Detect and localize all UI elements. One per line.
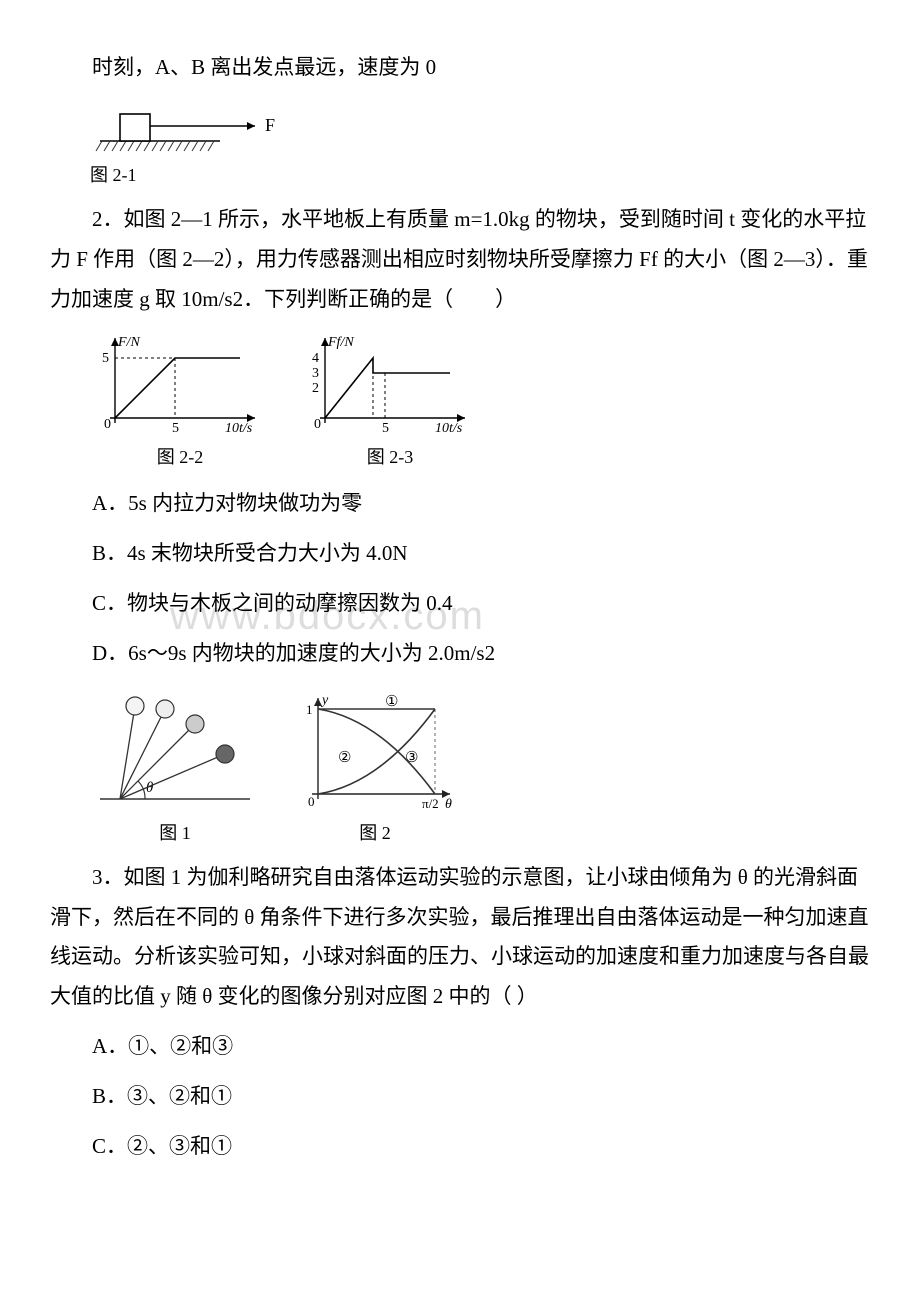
figq32-c2: ②	[338, 750, 351, 766]
figq32-xlabel: θ	[445, 797, 452, 812]
figq32-caption: 图 2	[359, 816, 391, 850]
q2-text: 2．如图 2—1 所示，水平地板上有质量 m=1.0kg 的物块，受到随时间 t…	[50, 200, 870, 320]
q2-optA: A．5s 内拉力对物块做功为零	[50, 484, 870, 524]
fig22-ylabel: F/N	[117, 335, 140, 350]
fig22-caption: 图 2-2	[157, 440, 204, 474]
fig23-xlabel: 10t/s	[435, 421, 463, 436]
fig-row-q3: θ 图 1	[90, 684, 870, 850]
fig22-svg: F/N 5 5 10t/s 0	[90, 328, 270, 438]
fig21-F-label: F	[265, 115, 275, 135]
figq31-caption: 图 1	[159, 816, 191, 850]
fig21-caption: 图 2-1	[90, 158, 137, 192]
fig23-xtick5: 5	[382, 421, 389, 436]
figq32-c1: ①	[385, 694, 398, 710]
figq31-svg: θ	[90, 684, 260, 814]
figure-q3-2: y 1 0 π/2 θ ① ② ③ 图 2	[290, 684, 460, 850]
q3-optB: B．③、②和①	[50, 1077, 870, 1117]
figure-2-3: Ff/N 4 3 2 5 10t/s 0 图 2-3	[300, 328, 480, 474]
figq32-svg: y 1 0 π/2 θ ① ② ③	[290, 684, 460, 814]
q2-optD: D．6s～9s 内物块的加速度的大小为 2.0m/s2	[50, 634, 870, 674]
fig23-ytick3: 3	[312, 366, 319, 381]
q2-optB: B．4s 末物块所受合力大小为 4.0N	[50, 534, 870, 574]
fig22-ytick5: 5	[102, 351, 109, 366]
fig22-xtick5: 5	[172, 421, 179, 436]
figq32-ylabel: y	[320, 693, 329, 708]
figq32-c3: ③	[405, 750, 418, 766]
fig21-svg: F	[90, 96, 290, 156]
fig23-ylabel: Ff/N	[327, 335, 354, 350]
q2-optC: C．物块与木板之间的动摩擦因数为 0.4	[50, 584, 870, 624]
figq32-ytick1: 1	[306, 702, 313, 717]
figure-2-1: F 图 2-1	[90, 96, 840, 192]
fig23-origin: 0	[314, 417, 321, 432]
figure-q3-1: θ 图 1	[90, 684, 260, 850]
q3-text: 3．如图 1 为伽利略研究自由落体运动实验的示意图，让小球由倾角为 θ 的光滑斜…	[50, 858, 870, 1018]
fig23-caption: 图 2-3	[367, 440, 414, 474]
figq32-origin: 0	[308, 794, 315, 809]
fig22-origin: 0	[104, 417, 111, 432]
fig-row-22-23: F/N 5 5 10t/s 0 图 2-2 Ff/N 4 3 2 5	[90, 328, 870, 474]
fig22-xlabel: 10t/s	[225, 421, 253, 436]
fig23-svg: Ff/N 4 3 2 5 10t/s 0	[300, 328, 480, 438]
figure-2-2: F/N 5 5 10t/s 0 图 2-2	[90, 328, 270, 474]
fig23-ytick2: 2	[312, 381, 319, 396]
prev-tail-text: 时刻，A、B 离出发点最远，速度为 0	[50, 48, 870, 88]
fig23-ytick4: 4	[312, 351, 319, 366]
q3-optA: A．①、②和③	[50, 1027, 870, 1067]
q3-optC: C．②、③和①	[50, 1127, 870, 1167]
figq32-xtick: π/2	[422, 796, 439, 811]
